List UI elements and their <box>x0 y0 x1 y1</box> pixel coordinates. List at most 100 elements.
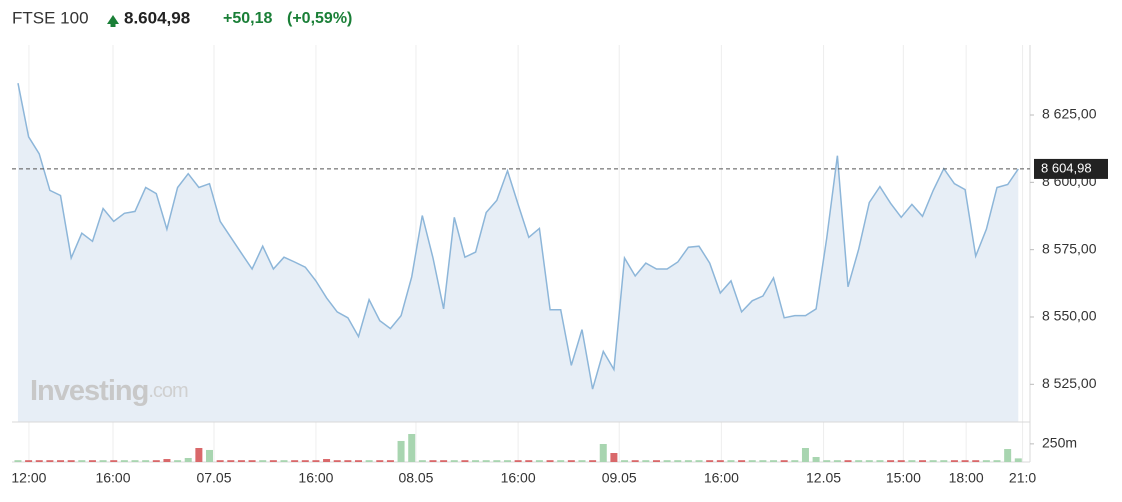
watermark: Investing.com <box>30 375 188 407</box>
volume-bar <box>950 460 958 462</box>
x-tick-label: 16:00 <box>95 470 130 486</box>
volume-bar <box>376 460 384 462</box>
volume-bar <box>791 460 799 462</box>
volume-bar <box>291 460 299 462</box>
volume-bar <box>695 460 703 462</box>
volume-bar <box>269 460 277 462</box>
volume-bar <box>621 460 629 462</box>
volume-bar <box>589 460 597 462</box>
volume-bar <box>174 460 182 462</box>
volume-bar <box>599 444 607 462</box>
volume-bar <box>897 460 905 462</box>
volume-bar <box>120 460 128 462</box>
x-tick-label: 12.05 <box>806 470 841 486</box>
volume-bar <box>748 460 756 462</box>
x-tick-label: 07.05 <box>196 470 231 486</box>
volume-bar <box>301 460 309 462</box>
volume-bar <box>1004 449 1012 462</box>
volume-bar <box>344 460 352 462</box>
volume-bar <box>759 460 767 462</box>
volume-bar <box>397 440 405 462</box>
watermark-main: Investing <box>30 375 148 407</box>
x-tick-label: 16:00 <box>298 470 333 486</box>
volume-bar <box>46 460 54 462</box>
volume-bar <box>567 460 575 462</box>
volume-bar <box>354 460 362 462</box>
price-line <box>17 83 1019 390</box>
volume-bar <box>237 460 245 462</box>
volume-bar <box>578 460 586 462</box>
x-tick-label: 16:00 <box>501 470 536 486</box>
x-tick-label: 21:0 <box>1009 470 1036 486</box>
y-tick-label: 8 525,00 <box>1042 375 1097 391</box>
price: 8.604,98 <box>124 8 190 27</box>
volume-bar <box>482 460 490 462</box>
volume-bar <box>206 449 214 462</box>
volume-bar <box>993 460 1001 462</box>
volume-bar <box>408 433 416 462</box>
volume-bar <box>823 460 831 462</box>
volume-bar <box>152 460 160 462</box>
volume-bar <box>674 460 682 462</box>
volume-bar <box>780 460 788 462</box>
volume-bar <box>940 460 948 462</box>
volume-bar <box>78 460 86 462</box>
volume-bar <box>312 460 320 462</box>
volume-bar <box>184 458 192 462</box>
x-tick-label: 12:00 <box>11 470 46 486</box>
volume-bar <box>216 460 224 462</box>
volume-bar <box>99 460 107 462</box>
volume-bar <box>67 460 75 462</box>
volume-bar <box>706 460 714 462</box>
x-tick-label: 08.05 <box>398 470 433 486</box>
volume-bar <box>227 460 235 462</box>
volume-bar <box>450 460 458 462</box>
volume-bar <box>35 460 43 462</box>
volume-bar <box>514 460 522 462</box>
volume-bar <box>887 460 895 462</box>
volume-bar <box>738 460 746 462</box>
current-price-label: 8 604,98 <box>1041 160 1092 175</box>
volume-bar <box>493 460 501 462</box>
volume-bar <box>195 447 203 462</box>
up-arrow <box>107 15 119 27</box>
volume-bar <box>684 460 692 462</box>
volume-bar <box>855 460 863 462</box>
volume-bar <box>770 460 778 462</box>
volume-bar <box>844 460 852 462</box>
volume-bar <box>163 459 171 462</box>
volume-bar <box>546 460 554 462</box>
volume-tick-label: 250m <box>1042 435 1077 451</box>
volume-bar <box>461 460 469 462</box>
current-price-box <box>1034 158 1108 179</box>
volume-bar <box>472 460 480 462</box>
volume-bar <box>440 460 448 462</box>
volume-bar <box>801 447 809 462</box>
volume-bar <box>248 460 256 462</box>
volume-bar <box>642 460 650 462</box>
volume-bar <box>919 460 927 462</box>
volume-bar <box>833 460 841 462</box>
y-tick-label: 8 625,00 <box>1042 106 1097 122</box>
x-tick-label: 15:00 <box>886 470 921 486</box>
volume-bar <box>503 460 511 462</box>
volume-bar <box>961 460 969 462</box>
volume-bar <box>280 460 288 462</box>
change-percent: (+0,59%) <box>287 10 352 27</box>
y-tick-label: 8 575,00 <box>1042 240 1097 256</box>
volume-bar <box>14 460 22 462</box>
volume-bar <box>631 460 639 462</box>
volume-bar <box>323 459 331 462</box>
volume-bar <box>365 460 373 462</box>
volume-bar <box>652 460 660 462</box>
watermark-suffix: .com <box>148 380 188 402</box>
volume-bar <box>663 460 671 462</box>
volume-bar <box>259 460 267 462</box>
volume-bar <box>727 460 735 462</box>
volume-bar <box>929 460 937 462</box>
volume-bar <box>1014 458 1022 462</box>
volume-bar <box>88 460 96 462</box>
x-tick-label: 16:00 <box>704 470 739 486</box>
volume-bar <box>812 456 820 462</box>
